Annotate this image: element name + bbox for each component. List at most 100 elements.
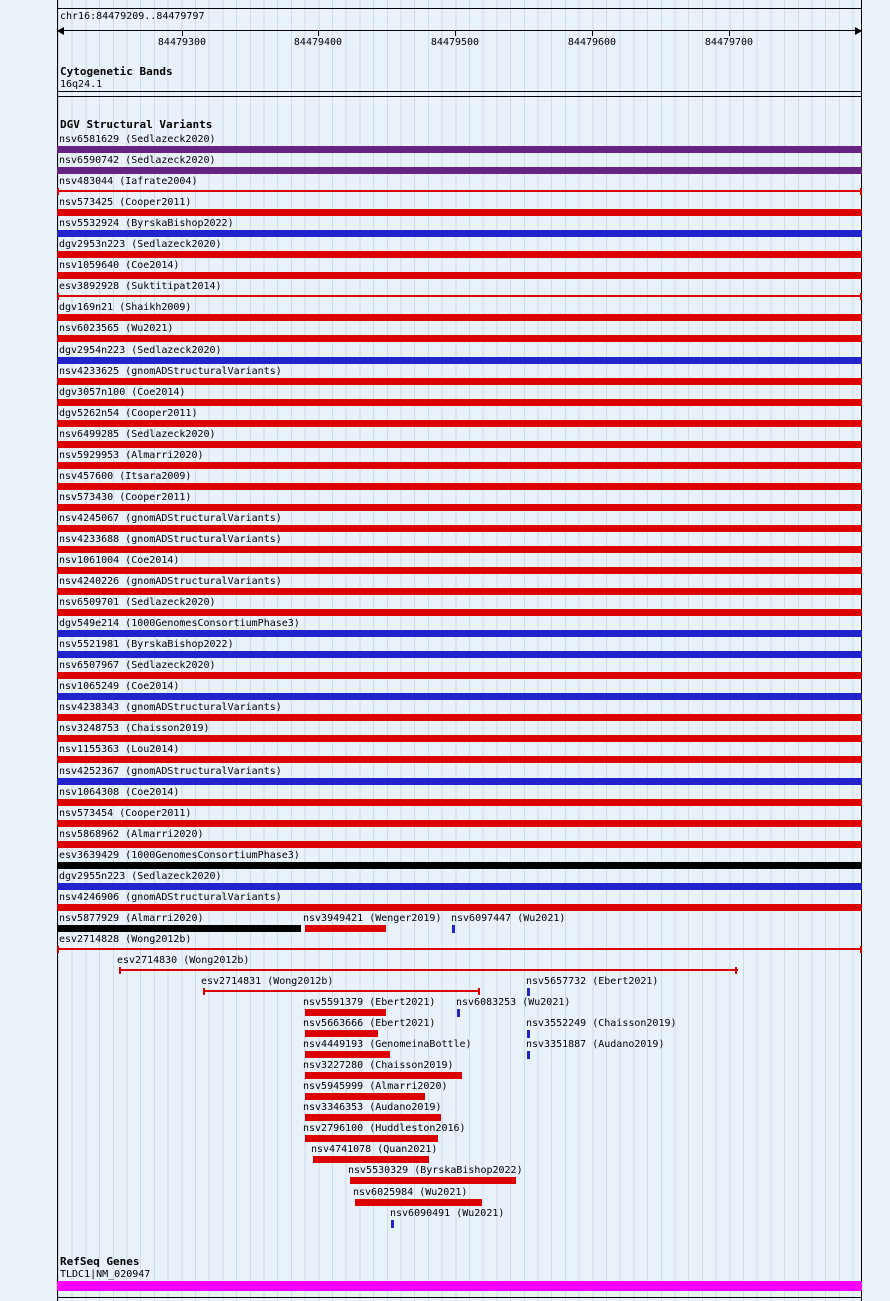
- variant-bar[interactable]: [57, 546, 862, 553]
- variant-label[interactable]: nsv5532924 (ByrskaBishop2022): [59, 218, 234, 229]
- variant-label[interactable]: nsv3351887 (Audano2019): [526, 1039, 665, 1050]
- variant-label[interactable]: nsv5657732 (Ebert2021): [526, 976, 659, 987]
- variant-label[interactable]: nsv4233625 (gnomADStructuralVariants): [59, 366, 282, 377]
- variant-bar[interactable]: [355, 1199, 482, 1206]
- variant-line[interactable]: [57, 295, 862, 297]
- variant-label[interactable]: nsv6499285 (Sedlazeck2020): [59, 429, 216, 440]
- variant-bar[interactable]: [313, 1156, 429, 1163]
- variant-label[interactable]: nsv1061004 (Coe2014): [59, 555, 180, 566]
- variant-label[interactable]: nsv2796100 (Huddleston2016): [303, 1123, 466, 1134]
- variant-label[interactable]: nsv6023565 (Wu2021): [59, 323, 174, 334]
- variant-label[interactable]: nsv5877929 (Almarri2020): [59, 913, 204, 924]
- variant-label[interactable]: nsv5591379 (Ebert2021): [303, 997, 436, 1008]
- variant-bar[interactable]: [57, 146, 862, 153]
- variant-bar[interactable]: [57, 651, 862, 658]
- variant-bar[interactable]: [57, 462, 862, 469]
- variant-label[interactable]: nsv5868962 (Almarri2020): [59, 829, 204, 840]
- variant-label[interactable]: nsv4238343 (gnomADStructuralVariants): [59, 702, 282, 713]
- variant-bar[interactable]: [57, 399, 862, 406]
- variant-line-endcap[interactable]: [860, 188, 862, 195]
- variant-bar[interactable]: [57, 925, 301, 932]
- variant-bar[interactable]: [57, 251, 862, 258]
- variant-label[interactable]: dgv5262n54 (Cooper2011): [59, 408, 198, 419]
- variant-bar[interactable]: [305, 1030, 378, 1037]
- variant-bar[interactable]: [305, 1009, 386, 1016]
- variant-bar[interactable]: [57, 672, 862, 679]
- variant-label[interactable]: nsv573454 (Cooper2011): [59, 808, 192, 819]
- variant-bar[interactable]: [57, 314, 862, 321]
- variant-label[interactable]: nsv1059640 (Coe2014): [59, 260, 180, 271]
- variant-line-endcap[interactable]: [57, 188, 59, 195]
- variant-label[interactable]: esv3639429 (1000GenomesConsortiumPhase3): [59, 850, 300, 861]
- variant-line[interactable]: [57, 948, 862, 950]
- variant-bar[interactable]: [57, 272, 862, 279]
- variant-label[interactable]: nsv3248753 (Chaisson2019): [59, 723, 210, 734]
- variant-tick[interactable]: [452, 925, 455, 933]
- variant-label[interactable]: esv2714831 (Wong2012b): [201, 976, 334, 987]
- variant-tick[interactable]: [457, 1009, 460, 1017]
- variant-tick[interactable]: [527, 1030, 530, 1038]
- variant-label[interactable]: nsv573425 (Cooper2011): [59, 197, 192, 208]
- variant-label[interactable]: nsv4246906 (gnomADStructuralVariants): [59, 892, 282, 903]
- variant-bar[interactable]: [350, 1177, 516, 1184]
- variant-label[interactable]: nsv3949421 (Wenger2019): [303, 913, 442, 924]
- variant-label[interactable]: esv2714830 (Wong2012b): [117, 955, 250, 966]
- variant-label[interactable]: dgv169n21 (Shaikh2009): [59, 302, 192, 313]
- variant-bar[interactable]: [305, 1135, 438, 1142]
- variant-line-endcap[interactable]: [57, 293, 59, 300]
- variant-label[interactable]: nsv4741078 (Quan2021): [311, 1144, 438, 1155]
- variant-bar[interactable]: [57, 714, 862, 721]
- variant-label[interactable]: nsv5530329 (ByrskaBishop2022): [348, 1165, 523, 1176]
- variant-label[interactable]: nsv4252367 (gnomADStructuralVariants): [59, 766, 282, 777]
- variant-bar[interactable]: [305, 925, 386, 932]
- variant-label[interactable]: dgv3057n100 (Coe2014): [59, 387, 186, 398]
- variant-bar[interactable]: [305, 1114, 441, 1121]
- variant-tick[interactable]: [391, 1220, 394, 1228]
- variant-bar[interactable]: [57, 483, 862, 490]
- variant-label[interactable]: dgv2955n223 (Sedlazeck2020): [59, 871, 222, 882]
- variant-label[interactable]: nsv5663666 (Ebert2021): [303, 1018, 436, 1029]
- variant-line-endcap[interactable]: [478, 988, 480, 995]
- gene-label[interactable]: TLDC1|NM_020947: [60, 1269, 151, 1280]
- variant-label[interactable]: nsv573430 (Cooper2011): [59, 492, 192, 503]
- variant-label[interactable]: nsv3552249 (Chaisson2019): [526, 1018, 677, 1029]
- variant-bar[interactable]: [57, 630, 862, 637]
- variant-label[interactable]: nsv6097447 (Wu2021): [451, 913, 566, 924]
- variant-line[interactable]: [119, 969, 738, 971]
- variant-label[interactable]: nsv6083253 (Wu2021): [456, 997, 571, 1008]
- variant-label[interactable]: esv3892928 (Suktitipat2014): [59, 281, 222, 292]
- variant-bar[interactable]: [57, 167, 862, 174]
- variant-bar[interactable]: [57, 525, 862, 532]
- variant-bar[interactable]: [57, 230, 862, 237]
- variant-label[interactable]: nsv4240226 (gnomADStructuralVariants): [59, 576, 282, 587]
- variant-bar[interactable]: [57, 335, 862, 342]
- variant-label[interactable]: nsv6509701 (Sedlazeck2020): [59, 597, 216, 608]
- variant-bar[interactable]: [57, 841, 862, 848]
- variant-label[interactable]: dgv2953n223 (Sedlazeck2020): [59, 239, 222, 250]
- variant-label[interactable]: nsv6090491 (Wu2021): [390, 1208, 505, 1219]
- variant-line-endcap[interactable]: [735, 967, 737, 974]
- variant-line-endcap[interactable]: [119, 967, 121, 974]
- variant-label[interactable]: nsv6507967 (Sedlazeck2020): [59, 660, 216, 671]
- variant-bar[interactable]: [57, 420, 862, 427]
- variant-line-endcap[interactable]: [203, 988, 205, 995]
- variant-line-endcap[interactable]: [860, 293, 862, 300]
- variant-label[interactable]: nsv5929953 (Almarri2020): [59, 450, 204, 461]
- variant-bar[interactable]: [57, 904, 862, 911]
- variant-bar[interactable]: [57, 588, 862, 595]
- variant-label[interactable]: nsv4233688 (gnomADStructuralVariants): [59, 534, 282, 545]
- variant-label[interactable]: nsv3227280 (Chaisson2019): [303, 1060, 454, 1071]
- gene-bar[interactable]: [57, 1281, 862, 1291]
- variant-bar[interactable]: [305, 1051, 390, 1058]
- variant-bar[interactable]: [57, 357, 862, 364]
- variant-label[interactable]: nsv1155363 (Lou2014): [59, 744, 180, 755]
- variant-bar[interactable]: [305, 1093, 425, 1100]
- variant-label[interactable]: nsv4245067 (gnomADStructuralVariants): [59, 513, 282, 524]
- variant-label[interactable]: dgv549e214 (1000GenomesConsortiumPhase3): [59, 618, 300, 629]
- variant-label[interactable]: nsv6025984 (Wu2021): [353, 1187, 468, 1198]
- variant-label[interactable]: nsv6581629 (Sedlazeck2020): [59, 134, 216, 145]
- variant-bar[interactable]: [57, 883, 862, 890]
- variant-line[interactable]: [57, 190, 862, 192]
- variant-tick[interactable]: [527, 988, 530, 996]
- variant-bar[interactable]: [57, 756, 862, 763]
